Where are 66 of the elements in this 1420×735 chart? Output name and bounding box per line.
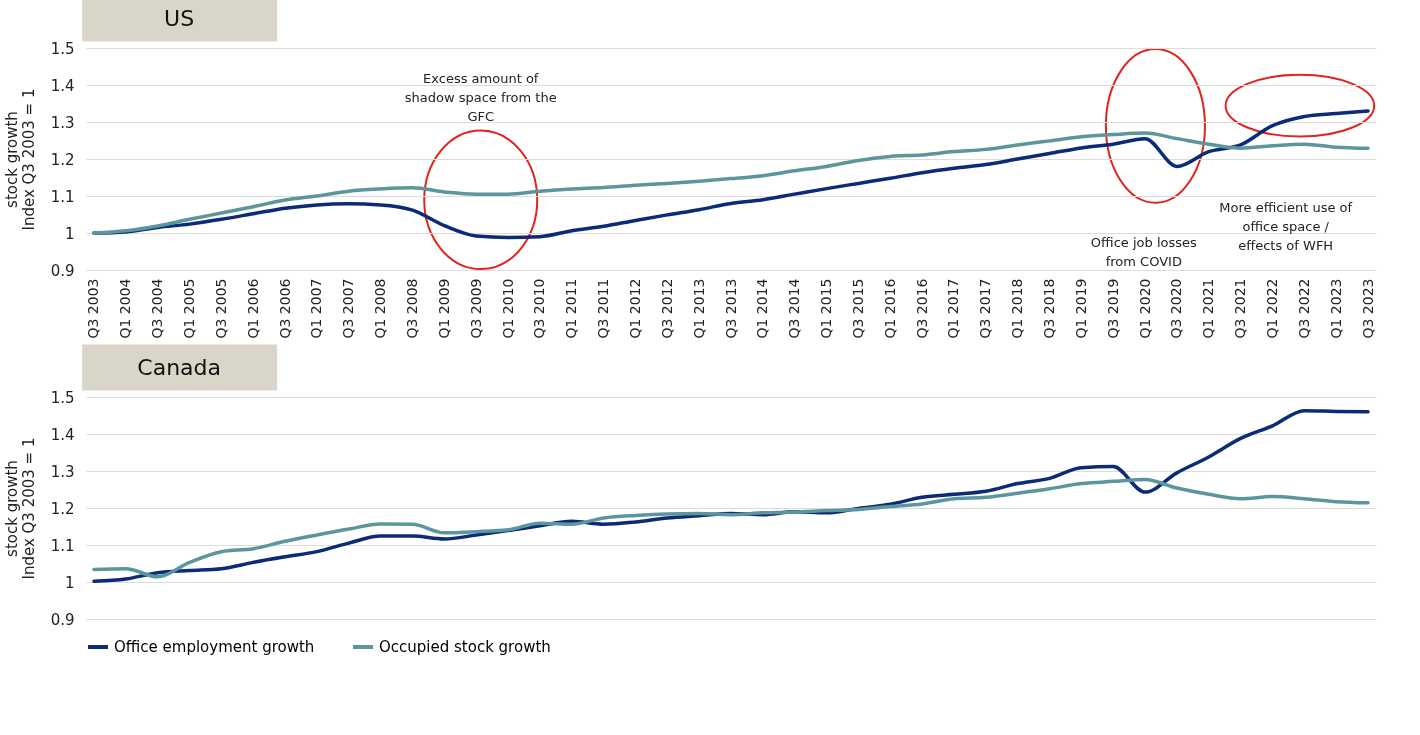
x-tick-label: Q1 2009 <box>435 278 452 339</box>
y-tick-label: 1.4 <box>50 425 75 444</box>
annotation: Office job losses from COVID <box>1090 235 1197 270</box>
y-tick-label: 0.9 <box>50 261 75 280</box>
x-tick-label: Q3 2023 <box>1359 278 1376 339</box>
x-tick-label: Q3 2019 <box>1104 278 1121 339</box>
x-tick-label: Q1 2007 <box>308 278 325 339</box>
line-series <box>92 131 1370 235</box>
y-tick-label: 1.4 <box>50 76 75 95</box>
x-tick-label: Q1 2017 <box>945 278 962 339</box>
x-tick-label: Q1 2019 <box>1072 278 1089 339</box>
x-tick-label: Q1 2016 <box>881 278 898 339</box>
x-tick-label: Q1 2005 <box>181 278 198 339</box>
annotation: Excess amount of shadow space from the GFC <box>404 71 557 125</box>
x-tick-label: Q1 2020 <box>1136 278 1153 339</box>
y-tick-label: 1 <box>64 224 75 243</box>
x-tick-label: Q3 2017 <box>977 278 994 339</box>
x-tick-label: Q3 2010 <box>531 278 548 339</box>
x-tick-label: Q3 2003 <box>85 278 102 339</box>
x-tick-label: Q1 2015 <box>818 278 835 339</box>
x-tick-label: Q1 2013 <box>690 278 707 339</box>
x-tick-label: Q1 2023 <box>1327 278 1344 339</box>
x-tick-label: Q1 2008 <box>372 278 389 339</box>
x-tick-label: Q3 2020 <box>1168 278 1185 339</box>
x-tick-label: Q1 2006 <box>244 278 261 339</box>
legend-label: Office employment growth <box>114 638 315 656</box>
x-tick-label: Q3 2008 <box>403 278 420 339</box>
x-tick-label: Q1 2021 <box>1200 278 1217 339</box>
x-tick-label: Q1 2018 <box>1009 278 1026 339</box>
x-tick-label: Q3 2004 <box>149 278 166 339</box>
y-tick-label: 0.9 <box>50 610 75 629</box>
y-tick-label: 1 <box>64 573 75 592</box>
x-tick-label: Q1 2011 <box>563 278 580 339</box>
x-tick-label: Q3 2014 <box>786 278 803 339</box>
y-tick-label: 1.5 <box>50 388 75 407</box>
x-tick-label: Q3 2021 <box>1232 278 1249 339</box>
y-axis-title: stock growth Index Q3 2003 = 1 <box>2 88 38 231</box>
line-series <box>92 477 1370 579</box>
legend-label: Occupied stock growth <box>379 638 551 656</box>
x-tick-label: Q3 2016 <box>913 278 930 339</box>
y-tick-label: 1.1 <box>50 536 75 555</box>
chart-title: US <box>164 6 195 31</box>
x-tick-label: Q3 2012 <box>658 278 675 339</box>
x-tick-label: Q1 2022 <box>1263 278 1280 339</box>
x-tick-label: Q3 2007 <box>340 278 357 339</box>
x-tick-label: Q3 2015 <box>849 278 866 339</box>
y-tick-label: 1.2 <box>50 499 75 518</box>
y-tick-label: 1.1 <box>50 187 75 206</box>
x-tick-label: Q3 2018 <box>1041 278 1058 339</box>
x-tick-label: Q3 2013 <box>722 278 739 339</box>
x-tick-label: Q1 2004 <box>117 278 134 339</box>
x-tick-label: Q3 2011 <box>595 278 612 339</box>
x-tick-label: Q3 2022 <box>1295 278 1312 339</box>
chart-title: Canada <box>137 355 221 380</box>
x-tick-label: Q3 2005 <box>212 278 229 339</box>
y-tick-label: 1.5 <box>50 39 75 58</box>
annotation: More efficient use of office space / effects of WFH <box>1219 199 1353 253</box>
y-axis-title: stock growth Index Q3 2003 = 1 <box>2 437 38 580</box>
x-tick-label: Q1 2014 <box>754 278 771 339</box>
x-tick-label: Q3 2009 <box>467 278 484 339</box>
x-tick-label: Q1 2012 <box>626 278 643 339</box>
y-tick-label: 1.3 <box>50 462 75 481</box>
y-tick-label: 1.2 <box>50 150 75 169</box>
x-tick-label: Q3 2006 <box>276 278 293 339</box>
y-tick-label: 1.3 <box>50 113 75 132</box>
x-tick-label: Q1 2010 <box>499 278 516 339</box>
